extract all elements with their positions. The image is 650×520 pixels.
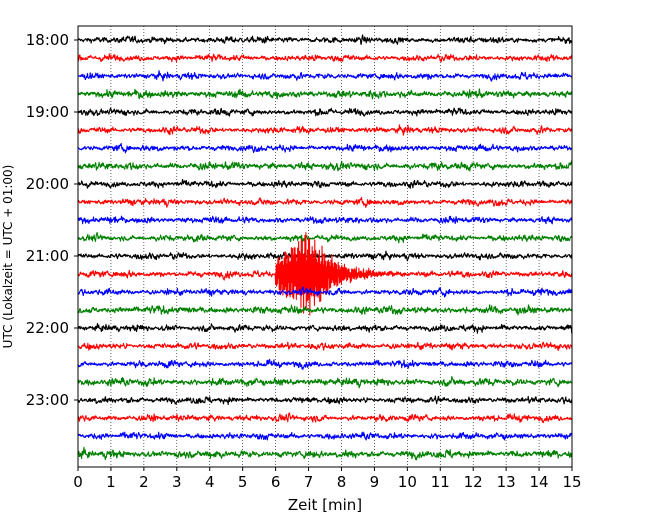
y-tick-label: 22:00 — [26, 319, 69, 337]
y-tick-label: 20:00 — [26, 175, 69, 193]
x-tick-label: 13 — [497, 473, 516, 491]
y-tick-label: 21:00 — [26, 247, 69, 265]
x-tick-label: 4 — [205, 473, 215, 491]
trace-2345 — [77, 446, 573, 461]
trace-2330 — [77, 431, 573, 441]
trace-1900 — [77, 107, 573, 117]
trace-1915 — [77, 124, 573, 136]
x-tick-label: 15 — [562, 473, 581, 491]
x-tick-label: 2 — [139, 473, 149, 491]
y-axis-ticks: 18:00 19:00 20:00 21:00 22:00 23:00 — [26, 31, 78, 409]
trace-2215 — [77, 341, 573, 352]
trace-lines — [77, 34, 573, 461]
trace-2045 — [77, 231, 573, 244]
trace-2230 — [77, 358, 573, 371]
trace-2200 — [77, 323, 573, 334]
x-tick-label: 8 — [337, 473, 347, 491]
trace-1815 — [77, 53, 573, 63]
trace-2245 — [77, 375, 573, 389]
trace-1800 — [77, 34, 573, 45]
x-tick-label: 10 — [398, 473, 417, 491]
x-tick-label: 9 — [370, 473, 380, 491]
x-tick-label: 12 — [464, 473, 483, 491]
x-tick-label: 3 — [172, 473, 182, 491]
x-tick-label: 1 — [106, 473, 116, 491]
x-tick-label: 0 — [73, 473, 83, 491]
y-tick-label: 19:00 — [26, 103, 69, 121]
x-axis-label: Zeit [min] — [288, 496, 362, 514]
y-tick-label: 18:00 — [26, 31, 69, 49]
trace-2145 — [77, 304, 573, 316]
x-axis-ticks: 0 1 2 3 4 5 6 7 8 9 10 11 12 13 14 15 — [73, 467, 582, 491]
plot-frame — [77, 25, 573, 468]
trace-2315 — [77, 412, 573, 424]
trace-1830 — [77, 70, 573, 82]
trace-1945 — [77, 160, 573, 172]
x-tick-label: 6 — [271, 473, 281, 491]
x-tick-label: 7 — [304, 473, 314, 491]
trace-2030 — [77, 215, 573, 225]
trace-2130 — [77, 286, 573, 298]
y-axis-label: UTC (Lokalzeit = UTC + 01:00) — [1, 165, 15, 349]
x-tick-label: 14 — [530, 473, 549, 491]
trace-2015 — [77, 196, 573, 208]
trace-1845 — [77, 88, 573, 100]
trace-2000 — [77, 179, 573, 189]
trace-2300 — [77, 395, 573, 406]
trace-1930 — [77, 142, 573, 154]
x-tick-label: 11 — [431, 473, 450, 491]
x-tick-label: 5 — [238, 473, 248, 491]
y-tick-label: 23:00 — [26, 391, 69, 409]
trace-2115 — [77, 232, 573, 316]
